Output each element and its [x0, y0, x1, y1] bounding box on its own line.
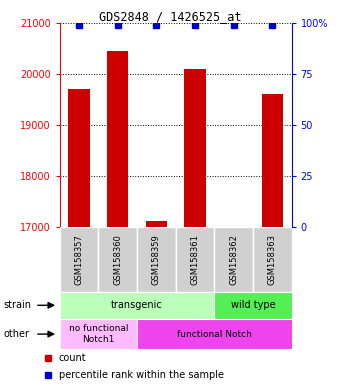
Bar [214, 292, 292, 319]
Bar [60, 227, 98, 292]
Text: count: count [59, 353, 86, 363]
Bar [262, 94, 283, 227]
Bar [176, 227, 214, 292]
Bar [68, 89, 90, 227]
Text: GSM158359: GSM158359 [152, 234, 161, 285]
Bar [60, 319, 137, 349]
Text: functional Notch: functional Notch [177, 329, 252, 339]
Text: GSM158363: GSM158363 [268, 234, 277, 285]
Bar [253, 227, 292, 292]
Bar [60, 292, 214, 319]
Bar [137, 227, 176, 292]
Text: GSM158360: GSM158360 [113, 234, 122, 285]
Text: GSM158357: GSM158357 [74, 234, 84, 285]
Text: other: other [3, 329, 29, 339]
Bar [146, 222, 167, 227]
Text: GDS2848 / 1426525_at: GDS2848 / 1426525_at [99, 10, 242, 23]
Text: percentile rank within the sample: percentile rank within the sample [59, 370, 224, 381]
Text: GSM158361: GSM158361 [190, 234, 199, 285]
Bar [137, 319, 292, 349]
Text: strain: strain [3, 300, 31, 310]
Bar [214, 227, 253, 292]
Bar [184, 69, 206, 227]
Text: GSM158362: GSM158362 [229, 234, 238, 285]
Text: transgenic: transgenic [111, 300, 163, 310]
Text: wild type: wild type [231, 300, 275, 310]
Text: no functional
Notch1: no functional Notch1 [69, 324, 128, 344]
Bar [98, 227, 137, 292]
Bar [107, 51, 128, 227]
